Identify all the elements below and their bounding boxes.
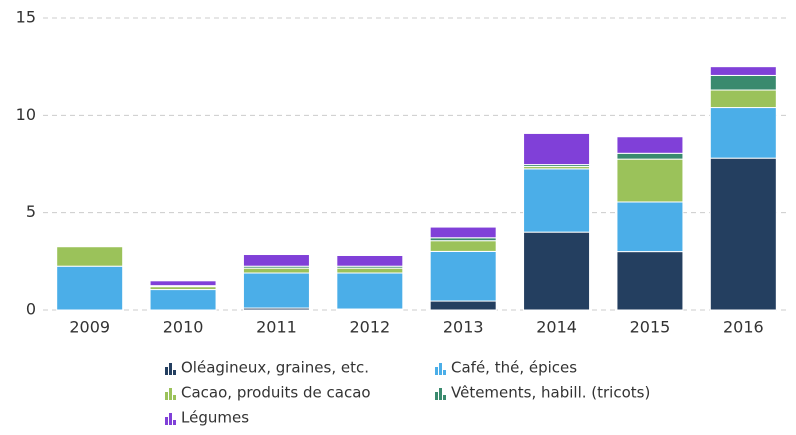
legend-icon xyxy=(165,392,168,400)
legend-icon xyxy=(173,370,176,375)
bar-segment xyxy=(429,226,497,239)
y-tick-label: 15 xyxy=(16,8,36,27)
legend-label: Légumes xyxy=(181,409,249,427)
x-tick-label: 2016 xyxy=(723,318,764,337)
bar-segment xyxy=(336,254,404,267)
bar-segment xyxy=(616,152,684,160)
legend-icon xyxy=(169,388,172,400)
legend-icon xyxy=(439,388,442,400)
x-tick-label: 2010 xyxy=(163,318,204,337)
legend-icon xyxy=(435,367,438,375)
legend-icon xyxy=(439,363,442,375)
bar-segment xyxy=(709,89,777,109)
bar-segment xyxy=(709,107,777,159)
x-tick-label: 2009 xyxy=(69,318,110,337)
bar-segment xyxy=(523,168,591,233)
legend-label: Cacao, produits de cacao xyxy=(181,384,371,402)
bar-segment xyxy=(616,201,684,253)
bar-segment xyxy=(616,158,684,203)
legend-icon xyxy=(443,370,446,375)
legend-label: Café, thé, épices xyxy=(451,359,577,377)
bar-segment xyxy=(616,136,684,154)
y-tick-label: 5 xyxy=(26,202,36,221)
legend-label: Vêtements, habill. (tricots) xyxy=(451,384,650,402)
x-tick-label: 2013 xyxy=(443,318,484,337)
x-tick-label: 2014 xyxy=(536,318,577,337)
bar-segment xyxy=(336,272,404,310)
bar-segment xyxy=(429,240,497,252)
legend-icon xyxy=(169,363,172,375)
bar-segment xyxy=(709,157,777,311)
bar-segment xyxy=(709,66,777,76)
legend-icon xyxy=(173,420,176,425)
bar-segment xyxy=(56,265,124,311)
y-tick-label: 10 xyxy=(16,105,36,124)
x-tick-label: 2015 xyxy=(630,318,671,337)
legend-label: Oléagineux, graines, etc. xyxy=(181,359,369,377)
bar-segment xyxy=(523,132,591,166)
legend-icon xyxy=(173,395,176,400)
legend-icon xyxy=(443,395,446,400)
legend-icon xyxy=(435,392,438,400)
bar-segment xyxy=(149,289,217,311)
bar-segment xyxy=(616,251,684,311)
legend-icon xyxy=(165,417,168,425)
bar-segment xyxy=(242,272,310,309)
bar-segment xyxy=(523,231,591,311)
x-tick-label: 2011 xyxy=(256,318,297,337)
bar-segment xyxy=(149,280,217,287)
bar-segment xyxy=(56,246,124,267)
bar-segment xyxy=(429,250,497,302)
bar-segment xyxy=(242,254,310,267)
legend-icon xyxy=(169,413,172,425)
y-tick-label: 0 xyxy=(26,300,36,319)
x-tick-label: 2012 xyxy=(349,318,390,337)
legend-icon xyxy=(165,367,168,375)
bar-segment xyxy=(242,267,310,274)
bar-segment xyxy=(709,74,777,91)
bar-segment xyxy=(336,267,404,274)
bar-segment xyxy=(429,300,497,311)
